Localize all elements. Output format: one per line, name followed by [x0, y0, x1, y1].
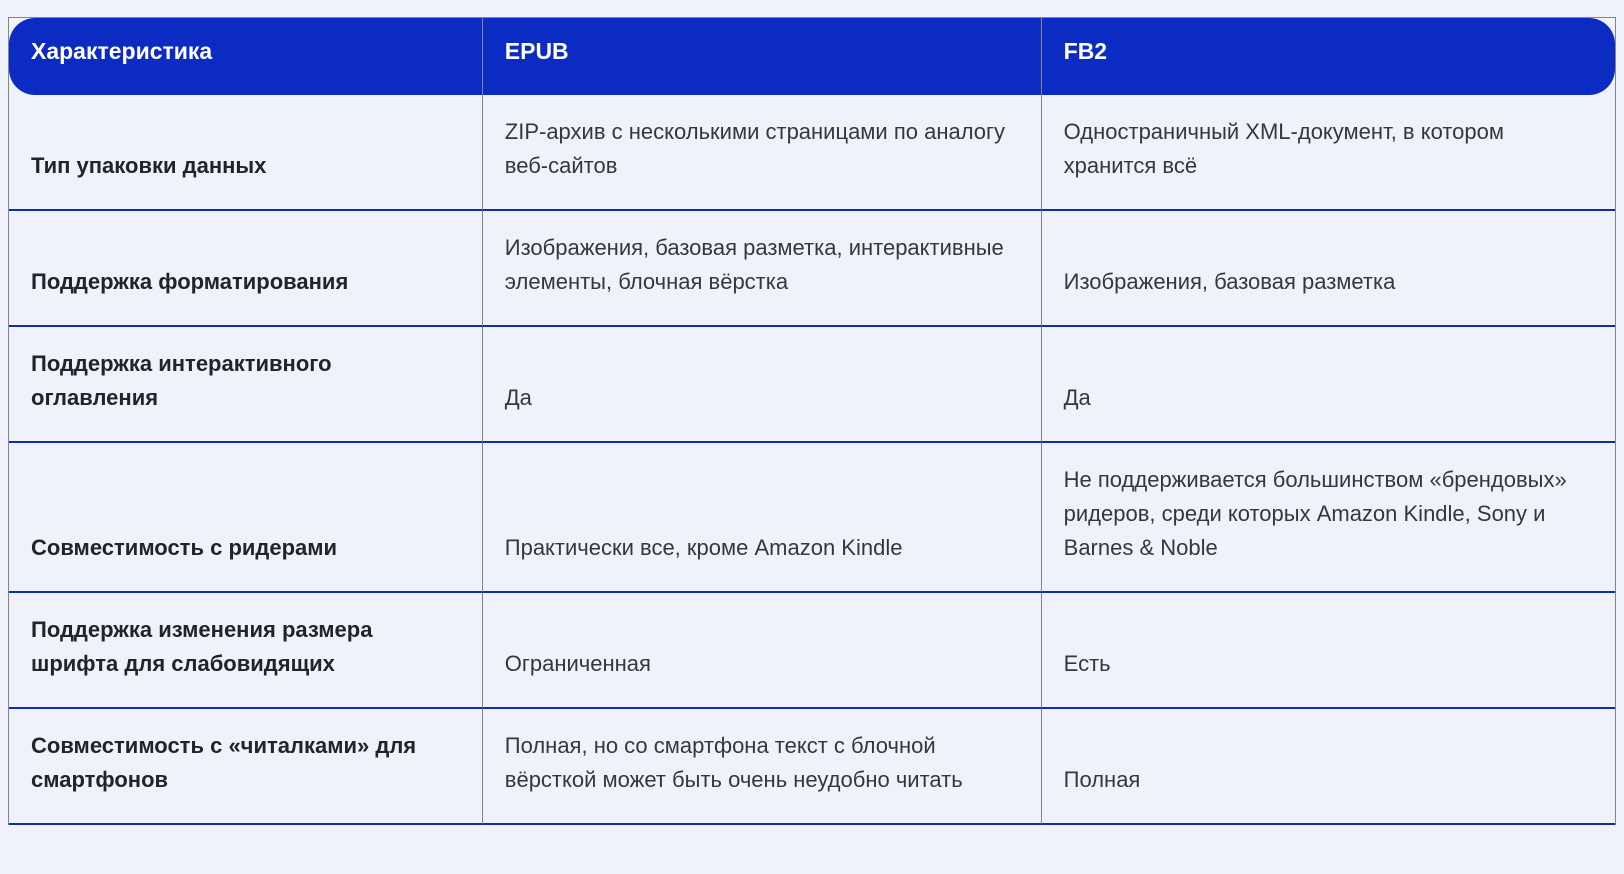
epub-cell: Ограниченная	[482, 593, 1042, 709]
feature-cell: Поддержка изменения размера шрифта для с…	[9, 593, 483, 709]
fb2-cell: Одностраничный XML-документ, в котором х…	[1041, 95, 1615, 211]
fb2-cell: Да	[1041, 327, 1615, 443]
fb2-cell: Есть	[1041, 593, 1615, 709]
feature-cell: Совместимость с ридерами	[9, 443, 483, 593]
header-row: Характеристика EPUB FB2	[9, 18, 1615, 95]
epub-cell: ZIP-архив с несколькими страницами по ан…	[482, 95, 1042, 211]
epub-cell: Практически все, кроме Amazon Kindle	[482, 443, 1042, 593]
table-body: Тип упаковки данных ZIP-архив с нескольк…	[9, 95, 1615, 825]
comparison-table: Характеристика EPUB FB2 Тип упаковки дан…	[8, 17, 1616, 825]
header-cell-fb2: FB2	[1041, 18, 1615, 95]
fb2-cell: Изображения, базовая разметка	[1041, 211, 1615, 327]
feature-cell: Тип упаковки данных	[9, 95, 483, 211]
feature-cell: Совместимость с «читалками» для смартфон…	[9, 709, 483, 825]
header-cell-feature: Характеристика	[9, 18, 483, 95]
table-row: Поддержка интерактивного оглавления Да Д…	[9, 327, 1615, 443]
fb2-cell: Полная	[1041, 709, 1615, 825]
feature-cell: Поддержка интерактивного оглавления	[9, 327, 483, 443]
table-row: Поддержка форматирования Изображения, ба…	[9, 211, 1615, 327]
comparison-table-container: Характеристика EPUB FB2 Тип упаковки дан…	[8, 17, 1616, 825]
table-row: Совместимость с ридерами Практически все…	[9, 443, 1615, 593]
table-row: Поддержка изменения размера шрифта для с…	[9, 593, 1615, 709]
epub-cell: Полная, но со смартфона текст с блочной …	[482, 709, 1042, 825]
epub-cell: Изображения, базовая разметка, интеракти…	[482, 211, 1042, 327]
header-cell-epub: EPUB	[482, 18, 1042, 95]
table-row: Тип упаковки данных ZIP-архив с нескольк…	[9, 95, 1615, 211]
epub-cell: Да	[482, 327, 1042, 443]
fb2-cell: Не поддерживается большинством «брендовы…	[1041, 443, 1615, 593]
feature-cell: Поддержка форматирования	[9, 211, 483, 327]
table-row: Совместимость с «читалками» для смартфон…	[9, 709, 1615, 825]
